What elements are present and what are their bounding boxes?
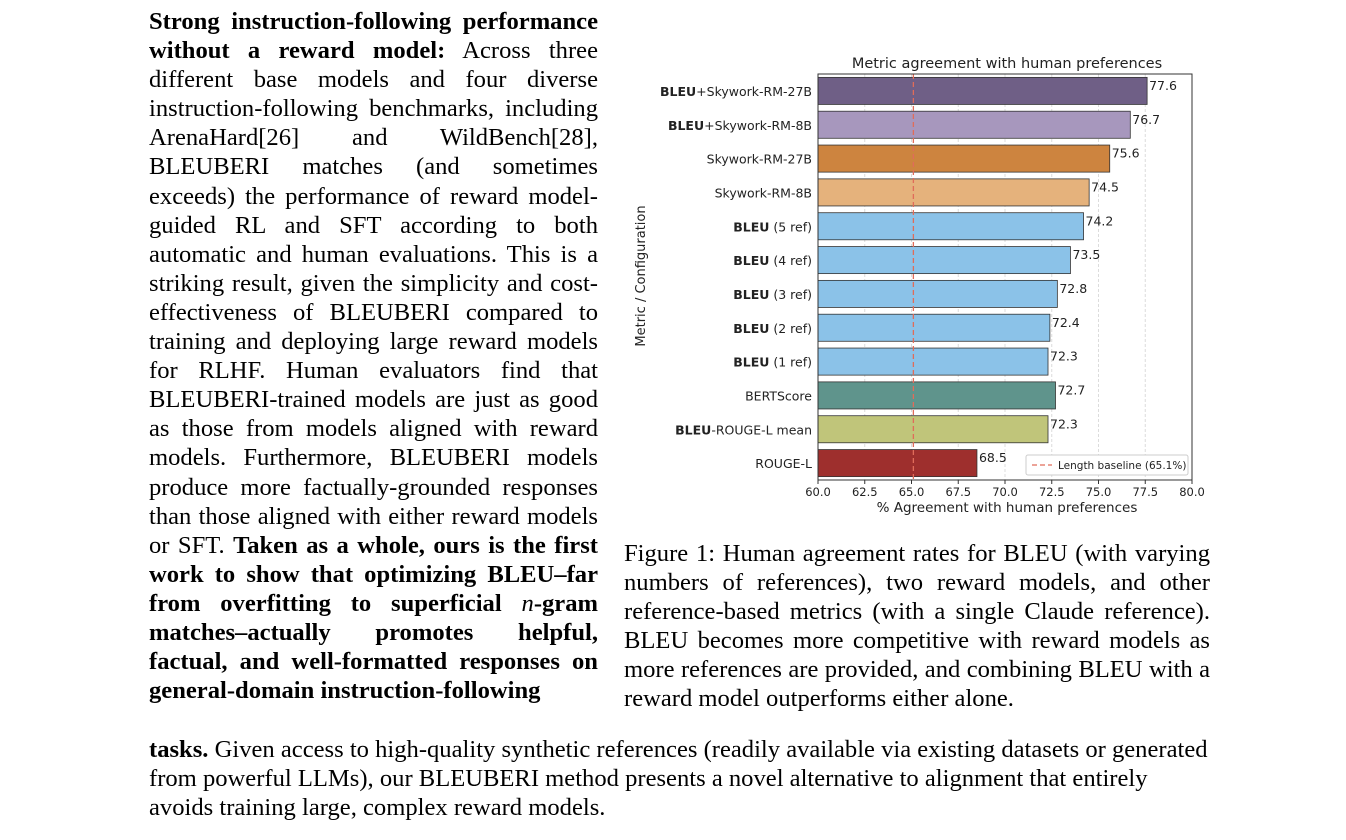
x-tick-labels: 60.0 62.5 65.0 67.5 70.0 72.5 75.0 77.5 80.0	[805, 480, 1205, 499]
x-tick-label: 67.5	[945, 485, 971, 499]
x-tick-label: 72.5	[1039, 485, 1065, 499]
x-tick-label: 65.0	[899, 485, 925, 499]
paragraph-continuation: tasks. Given access to high-quality synt…	[149, 735, 1209, 822]
figure-caption: Figure 1: Human agreement rates for BLEU…	[624, 540, 1210, 713]
bar	[817, 449, 978, 478]
y-tick-label: BLEU+Skywork-RM-8B	[668, 118, 812, 133]
y-tick-label: BLEU (5 ref)	[733, 219, 812, 234]
bold-claim-n: n	[521, 589, 534, 617]
legend-box	[1025, 454, 1189, 476]
bar-value-label: 73.5	[1072, 247, 1100, 262]
bar-value-label: 75.6	[1112, 146, 1140, 161]
bar	[817, 313, 1051, 342]
bar	[817, 246, 1071, 275]
y-tick-label: BLEU+Skywork-RM-27B	[660, 84, 812, 99]
bar	[817, 212, 1084, 241]
bar-value-label: 72.3	[1050, 416, 1078, 431]
bar	[817, 279, 1058, 308]
bar-value-label: 77.6	[1149, 78, 1177, 93]
y-tick-label: BERTScore	[745, 388, 812, 403]
bars-group: 77.6 76.7 75.6 74.5 74.2 73.5 72.8 72.4 72.3 72.7…	[817, 76, 1177, 478]
y-tick-labels: BLEU+Skywork-RM-27B BLEU+Skywork-RM-8B Sky…	[660, 84, 812, 471]
bar	[817, 347, 1049, 376]
x-tick-label: 60.0	[805, 485, 831, 499]
bar	[817, 381, 1056, 410]
bold-claim-part2: -gram matches–actually promotes helpful,…	[149, 589, 598, 705]
y-tick-label: BLEU (4 ref)	[733, 253, 812, 268]
y-tick-label: BLEU (2 ref)	[733, 321, 812, 336]
y-tick-label: BLEU (3 ref)	[733, 287, 812, 302]
x-tick-label: 77.5	[1132, 485, 1158, 499]
bar	[817, 144, 1111, 173]
y-tick-label: Skywork-RM-8B	[715, 185, 812, 200]
bar-value-label: 68.5	[979, 450, 1007, 465]
bar-value-label: 72.3	[1050, 349, 1078, 364]
y-tick-label: BLEU-ROUGE-L mean	[675, 422, 812, 437]
legend-label: Length baseline (65.1%)	[1058, 460, 1186, 472]
paragraph-body: Across three different base models and f…	[149, 37, 598, 559]
chart-title: Metric agreement with human preferences	[852, 56, 1162, 72]
x-tick-label: 70.0	[992, 485, 1018, 499]
agreement-bar-chart: Metric agreement with human preferences …	[634, 56, 1205, 516]
bar-value-label: 76.7	[1132, 112, 1160, 127]
y-tick-label: Skywork-RM-27B	[707, 152, 812, 167]
y-axis-label: Metric / Configuration	[634, 205, 649, 346]
legend: Length baseline (65.1%)	[1025, 454, 1189, 476]
bar	[817, 76, 1148, 105]
paragraph-tail-body: Given access to high-quality synthetic r…	[149, 736, 1208, 822]
bold-claim-part1: Taken as a whole, ours is the first work…	[149, 531, 598, 617]
x-tick-label: 75.0	[1086, 485, 1112, 499]
x-tick-label: 62.5	[852, 485, 878, 499]
y-tick-label: BLEU (1 ref)	[733, 355, 812, 370]
paragraph-lead: Strong instruction-following performance…	[149, 8, 598, 65]
bar	[817, 415, 1049, 444]
bar-value-label: 72.4	[1052, 315, 1080, 330]
bar-value-label: 74.5	[1091, 179, 1119, 194]
y-tick-label: ROUGE-L	[755, 456, 812, 471]
bar	[817, 178, 1090, 207]
bar-value-label: 72.7	[1057, 382, 1085, 397]
bar-value-label: 72.8	[1059, 281, 1087, 296]
x-tick-label: 80.0	[1179, 485, 1205, 499]
x-axis-label: % Agreement with human preferences	[877, 500, 1138, 516]
bar	[817, 110, 1131, 139]
paragraph-bold-claim: Taken as a whole, ours is the first work…	[149, 532, 598, 704]
bar-value-label: 74.2	[1086, 213, 1114, 228]
paragraph-tail-bold: tasks.	[149, 736, 209, 763]
plot-frame	[817, 73, 1193, 481]
body-paragraph: Strong instruction-following performance…	[149, 7, 598, 705]
